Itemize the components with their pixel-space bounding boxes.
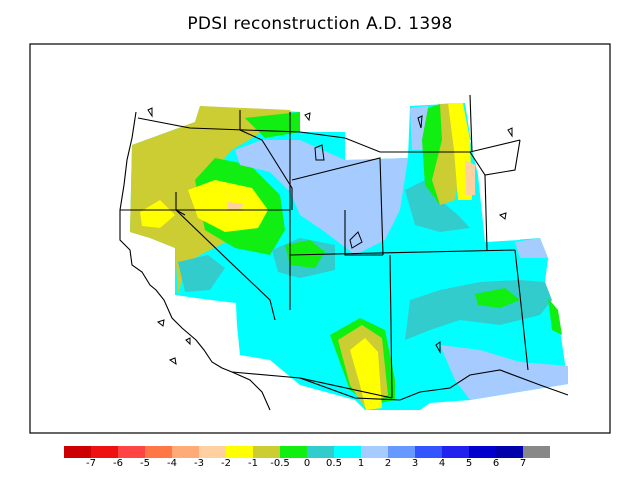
id-mt-line [239, 110, 293, 210]
legend-tick-label: -1 [248, 458, 258, 469]
field-yellow-s [350, 338, 382, 410]
legend-swatch [91, 446, 118, 458]
field-mask-sw [176, 296, 238, 356]
legend-tick-label: 1 [357, 458, 365, 469]
legend-swatch [523, 446, 550, 458]
dakotas-line [469, 94, 521, 176]
field-teal-sw [178, 255, 225, 292]
map-title: PDSI reconstruction A.D. 1398 [187, 14, 453, 34]
legend-swatch [415, 446, 442, 458]
legend-swatch [469, 446, 496, 458]
lake-small-5 [507, 127, 513, 138]
legend-tick-label: -0.5 [270, 458, 290, 469]
az-nm-line [389, 254, 393, 399]
legend-swatch [307, 446, 334, 458]
island-3 [156, 319, 165, 327]
lake-small-1 [147, 107, 153, 118]
great-salt-lake [349, 231, 363, 249]
boundaries [119, 94, 569, 411]
color-legend [64, 446, 550, 458]
legend-swatch [280, 446, 307, 458]
legend-tick-label: 7 [519, 458, 527, 469]
ut-co-line [344, 210, 383, 256]
field-teal-ne [405, 180, 470, 232]
legend-tick-label: -2 [221, 458, 231, 469]
legend-swatch [388, 446, 415, 458]
az-south [299, 377, 393, 399]
pacific-coastline [119, 111, 271, 411]
legend-swatch [442, 446, 469, 458]
legend-swatch [226, 446, 253, 458]
legend-tick-label: 5 [465, 458, 473, 469]
legend-swatch [172, 446, 199, 458]
field-orange-ne [465, 160, 475, 195]
legend-swatch [334, 446, 361, 458]
lake-small-6 [498, 212, 507, 220]
legend-tick-label: 6 [492, 458, 500, 469]
map-plot [29, 43, 611, 434]
legend-swatch [64, 446, 91, 458]
lake-small-3 [417, 115, 423, 129]
legend-tick-label: -6 [113, 458, 123, 469]
legend-swatch [361, 446, 388, 458]
island-1 [168, 357, 177, 366]
lake-small-4 [435, 341, 441, 354]
field-green-e [475, 288, 520, 308]
field-green-se [548, 298, 562, 335]
legend-swatch [199, 446, 226, 458]
legend-swatch [253, 446, 280, 458]
yellowstone-lake [314, 144, 325, 161]
legend-swatch [118, 446, 145, 458]
field-green-center [285, 240, 325, 268]
legend-tick-label: -4 [167, 458, 177, 469]
field-lightblue-se [440, 345, 568, 400]
ca-nv-line [175, 192, 276, 321]
nm-tx-line [514, 249, 529, 371]
field-lightblue-e [515, 238, 548, 258]
island-2 [185, 337, 191, 346]
field-teal-se [405, 280, 552, 340]
legend-tick-label: 3 [411, 458, 419, 469]
legend-tick-label: -7 [86, 458, 96, 469]
legend-swatch [145, 446, 172, 458]
legend-tick-label: -5 [140, 458, 150, 469]
co-ks-line [484, 174, 488, 251]
mexico-border [231, 369, 569, 401]
legend-tick-labels: -7 -6 -5 -4 -3 -2 -1 -0.5 0 0.5 1 2 3 4 5 6 7 [0, 458, 640, 474]
field-mask-e [470, 140, 520, 242]
lake-small-2 [304, 112, 311, 122]
field-olive-nw [130, 106, 300, 295]
four-corners-line [289, 249, 516, 256]
legend-swatch [496, 446, 523, 458]
or-ca-line [120, 209, 186, 216]
legend-tick-label: -3 [194, 458, 204, 469]
field-yellow-nw2 [140, 200, 175, 228]
lakes [147, 107, 513, 366]
legend-tick-label: 0.5 [326, 458, 342, 469]
legend-tick-label: 2 [384, 458, 392, 469]
legend-tick-label: 0 [303, 458, 311, 469]
legend-tick-label: 4 [438, 458, 446, 469]
field-orange-nw [228, 202, 244, 210]
wy-border [291, 157, 384, 256]
field-lightblue-central [235, 140, 408, 255]
